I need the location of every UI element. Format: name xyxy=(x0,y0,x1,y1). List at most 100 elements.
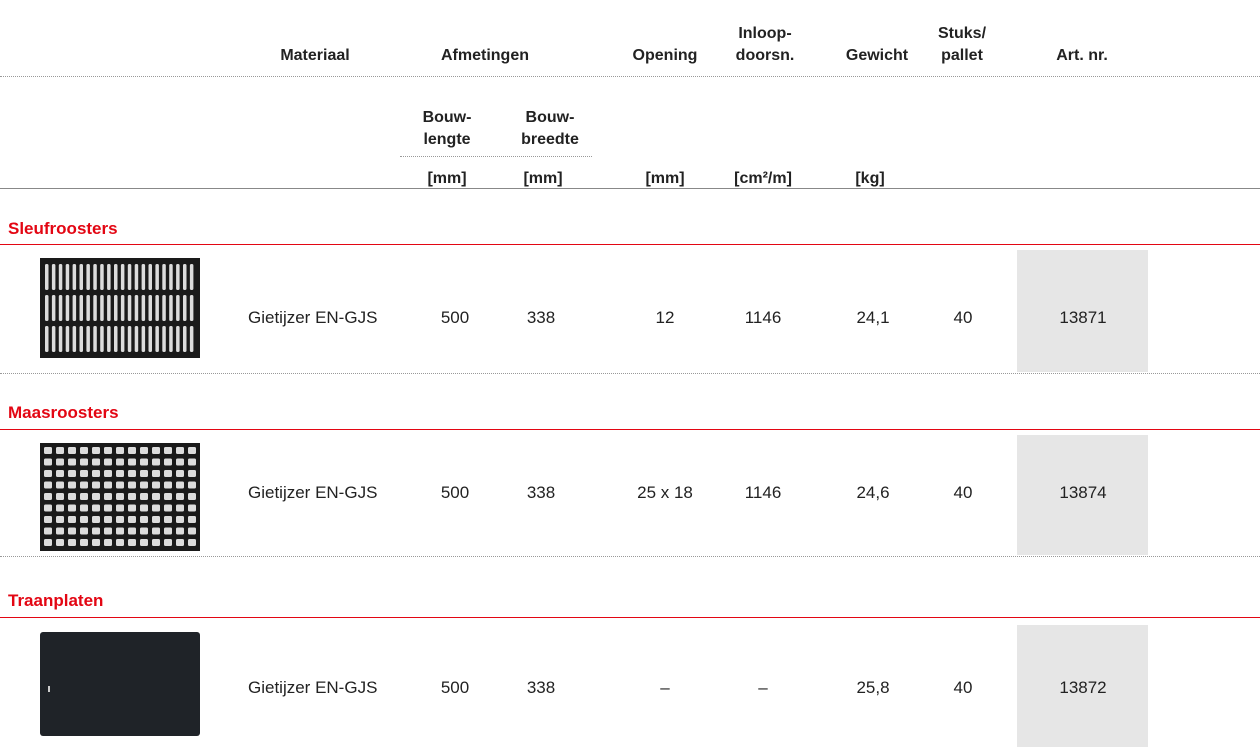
grate-hole xyxy=(79,264,83,290)
grate-hole xyxy=(80,470,88,477)
row-rule xyxy=(0,556,1260,557)
grate-hole xyxy=(188,527,196,535)
cell: 13874 xyxy=(1059,483,1107,502)
grate-hole xyxy=(86,326,90,352)
grate-hole xyxy=(92,539,100,546)
section-rule xyxy=(0,244,1260,245)
grate-hole xyxy=(104,527,112,535)
grate-hole xyxy=(134,326,139,352)
grate-hole xyxy=(188,447,196,454)
grate-hole xyxy=(56,493,64,500)
header-bottom-rule xyxy=(0,188,1260,189)
grate-hole xyxy=(127,264,132,290)
grate-hole xyxy=(155,295,159,321)
grate-hole xyxy=(140,470,148,477)
cell: 24,1 xyxy=(856,308,890,327)
grate-hole xyxy=(72,295,77,321)
grate-hole xyxy=(92,458,100,466)
grate-hole xyxy=(164,539,172,546)
cell: 25,8 xyxy=(856,678,890,697)
grate-hole xyxy=(68,447,76,454)
grate-hole xyxy=(164,470,172,477)
grate-hole xyxy=(176,326,180,352)
grate-hole xyxy=(114,264,118,290)
grate-hole xyxy=(183,326,187,352)
cell: 24,6 xyxy=(856,483,890,502)
grate-hole xyxy=(116,470,124,477)
cell: Gietijzer EN-GJS xyxy=(248,308,378,327)
grate-hole xyxy=(176,504,184,512)
grate-hole xyxy=(188,504,196,512)
grate-hole xyxy=(162,295,166,321)
grate-hole xyxy=(104,470,112,477)
grate-hole xyxy=(116,504,124,512)
grate-hole xyxy=(128,516,136,523)
cell: 13871 xyxy=(1059,308,1107,327)
grate-hole xyxy=(140,527,148,535)
grate-hole xyxy=(164,447,172,454)
grate-hole xyxy=(140,458,148,466)
grate-hole xyxy=(164,504,172,512)
column-header: Afmetingen xyxy=(441,47,529,64)
grate-hole xyxy=(176,493,184,500)
grate-hole xyxy=(104,447,112,454)
cell: Gietijzer EN-GJS xyxy=(248,483,378,502)
grate-hole xyxy=(68,470,76,477)
grate-hole xyxy=(80,493,88,500)
grate-hole xyxy=(56,539,64,546)
grate-hole xyxy=(141,295,146,321)
cell: – xyxy=(758,678,768,697)
column-header: Opening xyxy=(632,47,698,64)
grate-hole xyxy=(68,458,76,466)
grate-hole xyxy=(56,516,64,523)
grate-hole xyxy=(58,326,63,352)
grate-hole xyxy=(51,326,56,352)
grate-hole xyxy=(116,447,124,454)
grate-hole xyxy=(152,493,160,500)
grate-hole xyxy=(176,447,184,454)
grate-hole xyxy=(128,527,136,535)
grate-hole xyxy=(116,493,124,500)
grate-hole xyxy=(45,326,49,352)
grate-hole xyxy=(104,516,112,523)
unit: [mm] xyxy=(645,170,685,187)
grate-hole xyxy=(176,481,184,489)
grate-hole xyxy=(72,326,77,352)
grate-hole xyxy=(169,295,173,321)
grate-hole xyxy=(44,481,52,489)
grate-hole xyxy=(140,447,148,454)
grate-hole xyxy=(92,527,100,535)
grate-hole xyxy=(92,447,100,454)
grate-hole xyxy=(116,458,124,466)
cell: 13872 xyxy=(1059,678,1107,697)
grate-hole xyxy=(100,264,104,290)
grate-hole xyxy=(152,504,160,512)
grate-hole xyxy=(183,295,187,321)
grate-hole xyxy=(128,539,136,546)
grate-hole xyxy=(44,527,52,535)
grate-hole xyxy=(44,516,52,523)
grate-hole xyxy=(128,470,136,477)
grate-hole xyxy=(141,326,146,352)
grate-hole xyxy=(56,481,64,489)
row-rule xyxy=(0,373,1260,374)
grate-hole xyxy=(176,527,184,535)
grate-hole xyxy=(68,481,76,489)
grate-hole xyxy=(80,458,88,466)
grate-hole xyxy=(127,295,132,321)
grate-hole xyxy=(188,481,196,489)
cell: 12 xyxy=(655,308,675,327)
cell: – xyxy=(660,678,670,697)
grate-hole xyxy=(56,527,64,535)
grate-hole xyxy=(104,493,112,500)
cell: 500 xyxy=(440,678,470,697)
grate-hole xyxy=(86,264,90,290)
grate-hole xyxy=(140,516,148,523)
section-title: Maasroosters xyxy=(8,403,119,422)
grate-hole xyxy=(44,504,52,512)
grate-hole xyxy=(92,470,100,477)
grate-hole xyxy=(100,326,104,352)
grate-hole xyxy=(169,326,173,352)
grate-hole xyxy=(116,527,124,535)
cell: 40 xyxy=(953,678,973,697)
